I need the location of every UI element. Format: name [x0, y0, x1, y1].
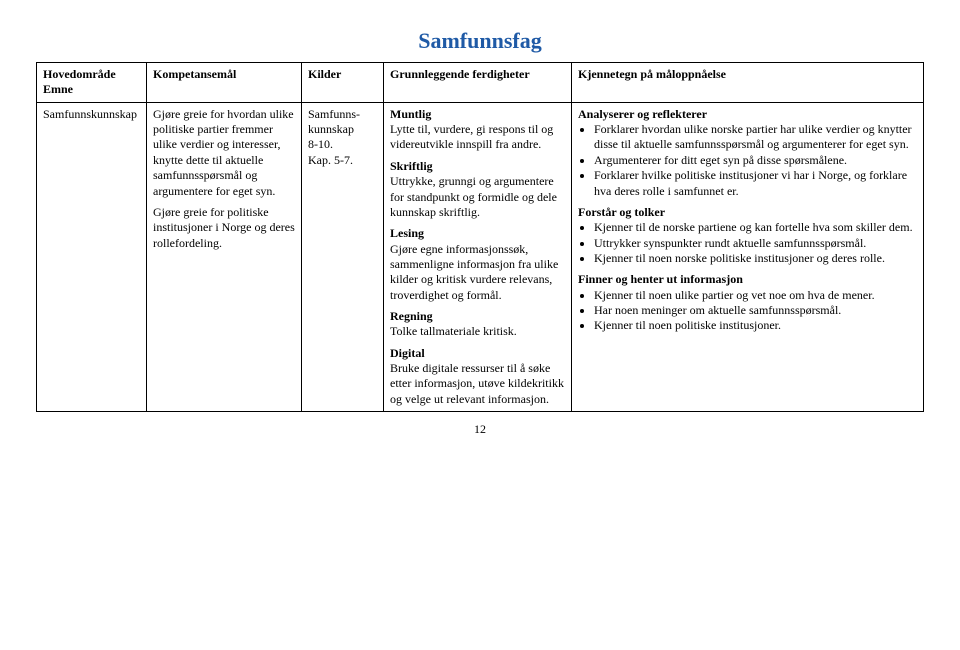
list-item: Forklarer hvordan ulike norske partier h…: [594, 122, 917, 153]
list-item: Kjenner til noen norske politiske instit…: [594, 251, 917, 266]
cell-emne: Samfunnskunnskap: [37, 102, 147, 411]
finner-heading: Finner og henter ut informasjon: [578, 272, 743, 286]
cell-kompetansemal: Gjøre greie for hvordan ulike politiske …: [147, 102, 302, 411]
col-header-kompetansemal: Kompetansemål: [147, 63, 302, 103]
digital-heading: Digital: [390, 346, 425, 360]
list-item: Uttrykker synspunkter rundt aktuelle sam…: [594, 236, 917, 251]
col-header-kjennetegn: Kjennetegn på måloppnåelse: [572, 63, 924, 103]
kompetansemal-p2: Gjøre greie for politiske institusjoner …: [153, 205, 295, 251]
curriculum-table: Hovedområde Emne Kompetansemål Kilder Gr…: [36, 62, 924, 412]
col-header-kilder: Kilder: [302, 63, 384, 103]
lesing-heading: Lesing: [390, 226, 424, 240]
analyserer-list: Forklarer hvordan ulike norske partier h…: [578, 122, 917, 199]
kompetansemal-p1: Gjøre greie for hvordan ulike politiske …: [153, 107, 295, 199]
lesing-text: Gjøre egne informasjonssøk, sammenligne …: [390, 242, 558, 302]
list-item: Kjenner til noen ulike partier og vet no…: [594, 288, 917, 303]
analyserer-heading: Analyserer og reflekterer: [578, 107, 707, 121]
page-number: 12: [36, 422, 924, 437]
regning-heading: Regning: [390, 309, 433, 323]
muntlig-heading: Muntlig: [390, 107, 431, 121]
skriftlig-heading: Skriftlig: [390, 159, 433, 173]
list-item: Kjenner til noen politiske institusjoner…: [594, 318, 917, 333]
muntlig-text: Lytte til, vurdere, gi respons til og vi…: [390, 122, 553, 151]
list-item: Argumenterer for ditt eget syn på disse …: [594, 153, 917, 168]
cell-kjennetegn: Analyserer og reflekterer Forklarer hvor…: [572, 102, 924, 411]
digital-text: Bruke digitale ressurser til å søke ette…: [390, 361, 564, 406]
forstar-list: Kjenner til de norske partiene og kan fo…: [578, 220, 917, 266]
skriftlig-text: Uttrykke, grunngi og argumentere for sta…: [390, 174, 557, 219]
regning-text: Tolke tallmateriale kritisk.: [390, 324, 517, 338]
col-header-emne: Hovedområde Emne: [37, 63, 147, 103]
cell-kilder: Samfunns- kunnskap 8-10. Kap. 5-7.: [302, 102, 384, 411]
list-item: Har noen meninger om aktuelle samfunnssp…: [594, 303, 917, 318]
cell-ferdigheter: Muntlig Lytte til, vurdere, gi respons t…: [384, 102, 572, 411]
col-header-ferdigheter: Grunnleggende ferdigheter: [384, 63, 572, 103]
forstar-heading: Forstår og tolker: [578, 205, 665, 219]
table-row: Samfunnskunnskap Gjøre greie for hvordan…: [37, 102, 924, 411]
list-item: Kjenner til de norske partiene og kan fo…: [594, 220, 917, 235]
finner-list: Kjenner til noen ulike partier og vet no…: [578, 288, 917, 334]
page-title: Samfunnsfag: [36, 28, 924, 54]
header-row: Hovedområde Emne Kompetansemål Kilder Gr…: [37, 63, 924, 103]
list-item: Forklarer hvilke politiske institusjoner…: [594, 168, 917, 199]
